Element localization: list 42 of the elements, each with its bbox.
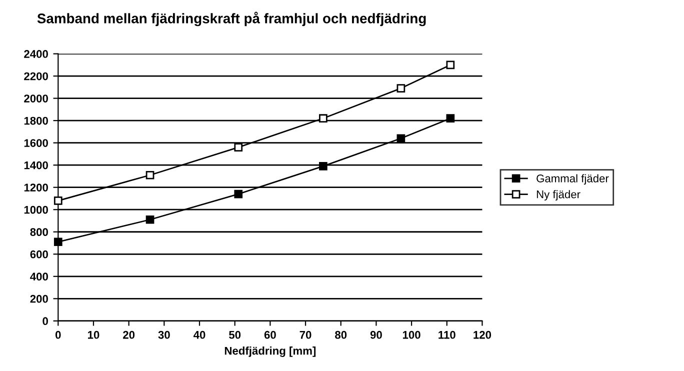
x-tick-label: 110 — [438, 330, 456, 339]
point — [446, 114, 455, 123]
x-tick-label: 40 — [193, 330, 206, 339]
point — [396, 84, 406, 92]
y-tick-label: 1200 — [24, 184, 48, 192]
point — [54, 238, 62, 246]
y-tick-label: 0 — [42, 317, 48, 326]
y-tick-label: 1800 — [24, 116, 48, 125]
y-tick-label: 200 — [30, 294, 48, 303]
legend-label: Gammal fjäder — [536, 174, 609, 185]
x-tick-label: 0 — [55, 330, 61, 339]
point — [234, 190, 243, 198]
x-tick-label: 100 — [402, 330, 420, 339]
x-tick-label: 60 — [264, 330, 276, 339]
y-tick-label: 800 — [30, 228, 48, 236]
x-tick-label: 120 — [474, 330, 492, 339]
y-tick-label: 2200 — [24, 72, 48, 80]
point — [319, 162, 328, 170]
x-tick-label: 90 — [370, 330, 382, 339]
point — [234, 143, 243, 152]
x-tick-label: 50 — [229, 330, 241, 339]
y-tick-label: 1600 — [24, 139, 48, 147]
y-tick-label: 2000 — [24, 94, 48, 102]
x-tick-label: 10 — [88, 330, 100, 339]
point — [54, 196, 62, 205]
point — [146, 215, 154, 224]
y-tick-label: 400 — [30, 272, 48, 281]
point — [446, 60, 455, 70]
point — [319, 114, 328, 123]
point — [146, 170, 154, 180]
legend-label: Ny fjäder — [536, 190, 580, 200]
x-tick-label: 30 — [158, 330, 170, 339]
y-tick-label: 1000 — [24, 206, 48, 214]
y-tick-label: 1400 — [24, 161, 48, 170]
x-tick-label: 70 — [300, 330, 312, 339]
point — [396, 134, 406, 143]
chart-title: Samband mellan fjädringskraft på framhjul och nedfjädring — [37, 12, 426, 26]
x-axis-title: Nedfjädring [mm] — [224, 346, 316, 357]
y-tick-label: 600 — [30, 250, 48, 258]
x-tick-label: 80 — [335, 330, 347, 339]
x-tick-label: 20 — [123, 330, 135, 339]
y-tick-label: 2400 — [24, 50, 48, 58]
